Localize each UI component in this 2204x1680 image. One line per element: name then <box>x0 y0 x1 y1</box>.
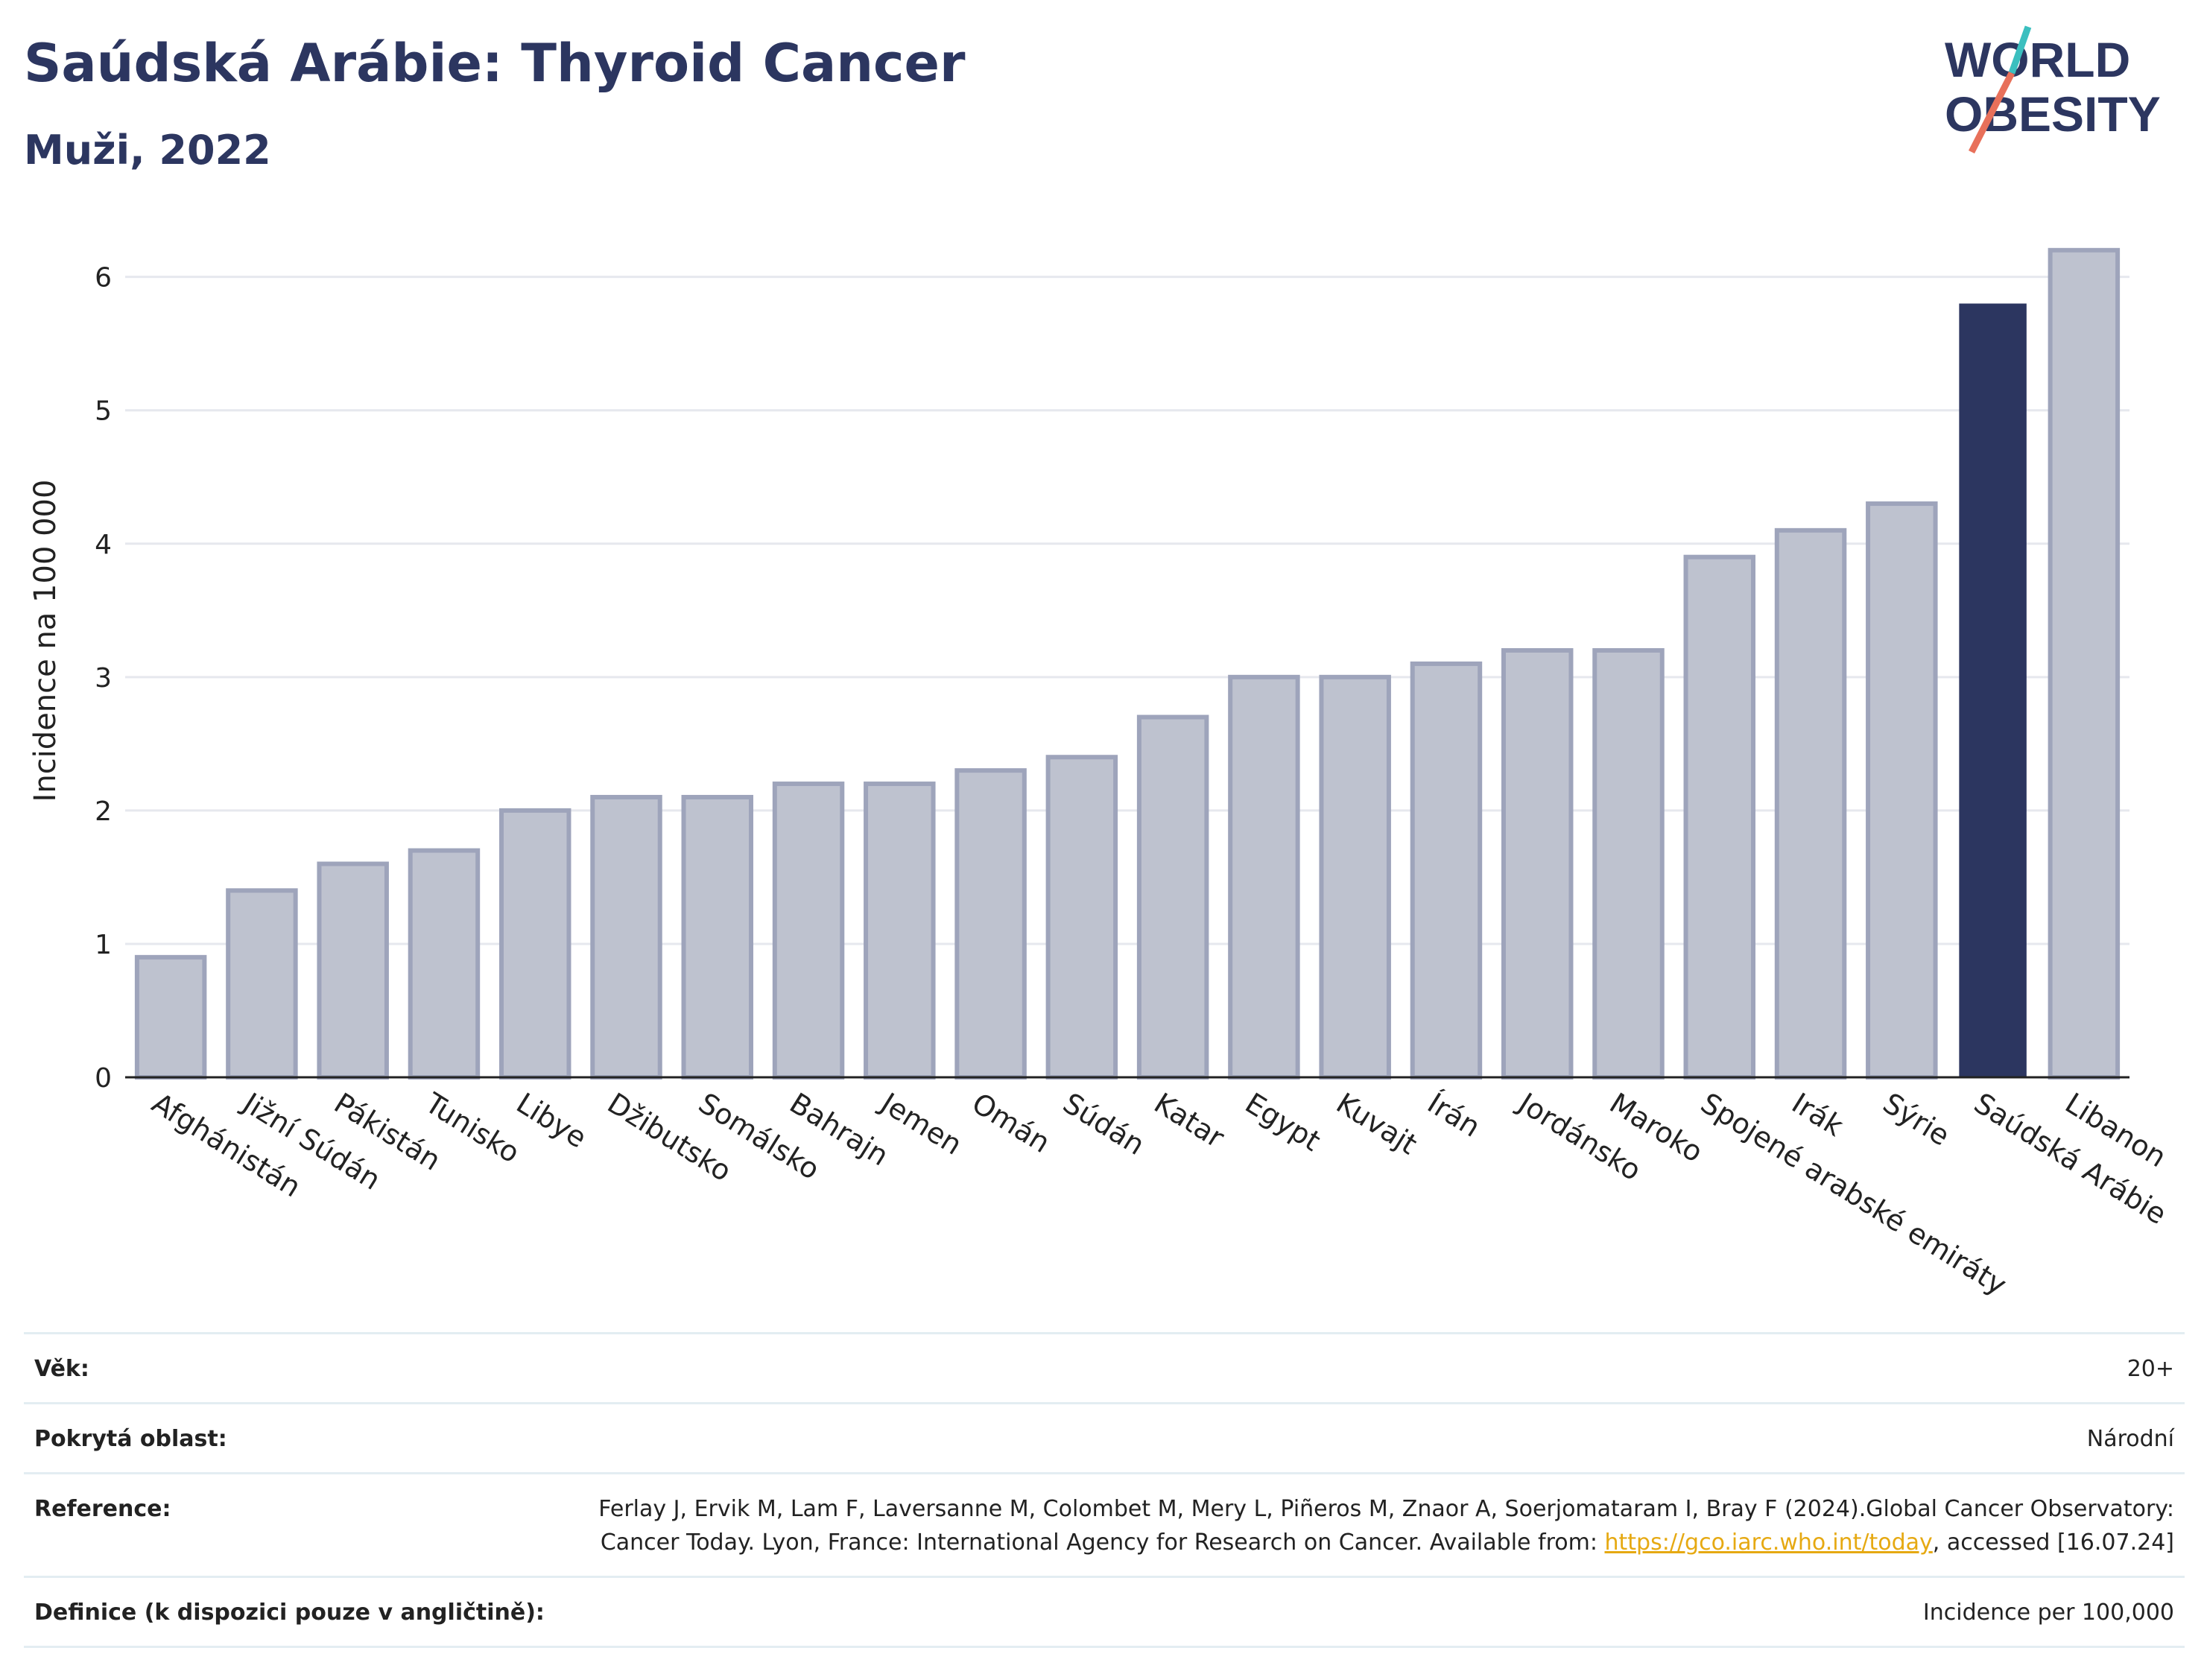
reference-link[interactable]: https://gco.iarc.who.int/today <box>1604 1530 1933 1556</box>
x-tick-label: Írán <box>1422 1086 1486 1144</box>
chart-title: Saúdská Arábie: Thyroid Cancer <box>24 33 966 94</box>
y-tick-label: 2 <box>95 796 112 827</box>
world-obesity-logo: WORLD OBESITY <box>1945 25 2161 154</box>
bar-14 <box>1319 674 1391 1080</box>
reference-label: Reference: <box>34 1496 171 1522</box>
coverage-value: Národní <box>2086 1426 2174 1452</box>
y-tick-label: 4 <box>95 530 112 560</box>
bar-19 <box>1774 527 1847 1080</box>
bar-2 <box>226 888 298 1080</box>
logo-slash-coral <box>1968 71 2015 154</box>
bar-5 <box>498 808 571 1080</box>
bar-11 <box>1045 755 1118 1080</box>
reference-text: Ferlay J, Ervik M, Lam F, Laversanne M, … <box>598 1496 2174 1556</box>
meta-row-age: Věk: 20+ <box>24 1332 2185 1402</box>
reference-value: Ferlay J, Ervik M, Lam F, Laversanne M, … <box>550 1492 2174 1559</box>
bar-21 <box>1959 303 2027 1077</box>
bar-8 <box>772 782 845 1080</box>
x-tick-label: Katar <box>1148 1086 1230 1154</box>
bars <box>134 247 2121 1080</box>
y-axis-title: Incidence na 100 000 <box>28 480 63 802</box>
y-tick-label: 5 <box>95 396 112 427</box>
y-tick-label: 1 <box>95 930 112 960</box>
bar-3 <box>317 861 389 1080</box>
definition-value: Incidence per 100,000 <box>1922 1600 2174 1626</box>
x-tick-label: Egypt <box>1240 1086 1326 1157</box>
definition-label: Definice (k dispozici pouze v angličtině… <box>34 1600 545 1626</box>
bar-6 <box>590 794 662 1080</box>
y-tick-label: 3 <box>95 663 112 694</box>
coverage-label: Pokrytá oblast: <box>34 1426 227 1452</box>
y-tick-label: 0 <box>95 1063 112 1094</box>
bar-10 <box>954 768 1027 1080</box>
y-tick-labels: 0 1 2 3 4 5 6 <box>95 263 112 1094</box>
bar-15 <box>1410 661 1483 1080</box>
age-value: 20+ <box>2127 1356 2174 1382</box>
bar-7 <box>681 794 754 1080</box>
bar-9 <box>864 782 936 1080</box>
bar-22 <box>2048 247 2121 1080</box>
chart-subtitle: Muži, 2022 <box>24 127 271 174</box>
bar-18 <box>1683 554 1756 1080</box>
bar-20 <box>1866 501 1938 1080</box>
bar-4 <box>408 848 481 1080</box>
age-label: Věk: <box>34 1356 89 1382</box>
meta-row-coverage: Pokrytá oblast: Národní <box>24 1402 2185 1472</box>
bar-17 <box>1592 648 1665 1080</box>
y-tick-label: 6 <box>95 263 112 294</box>
reference-tail: , accessed [16.07.24] <box>1932 1530 2174 1556</box>
x-tick-label: Spojené arabské emiráty <box>1695 1086 2013 1302</box>
bar-1 <box>134 954 207 1080</box>
bar-16 <box>1501 648 1574 1080</box>
meta-row-reference: Reference: Ferlay J, Ervik M, Lam F, Lav… <box>24 1472 2185 1576</box>
metadata-table: Věk: 20+ Pokrytá oblast: Národní Referen… <box>24 1332 2185 1648</box>
bar-12 <box>1136 714 1209 1080</box>
x-tick-label: Sýrie <box>1878 1086 1956 1152</box>
bar-13 <box>1228 674 1300 1080</box>
x-tick-label: Súdán <box>1057 1086 1150 1161</box>
meta-row-definition: Definice (k dispozici pouze v angličtině… <box>24 1576 2185 1648</box>
x-tick-label: Omán <box>966 1086 1056 1159</box>
logo-slash-teal <box>2008 25 2032 75</box>
logo-text-world: WORLD <box>1945 32 2130 87</box>
x-tick-label: Kuvajt <box>1331 1086 1423 1161</box>
x-tick-label: Irák <box>1786 1086 1849 1143</box>
